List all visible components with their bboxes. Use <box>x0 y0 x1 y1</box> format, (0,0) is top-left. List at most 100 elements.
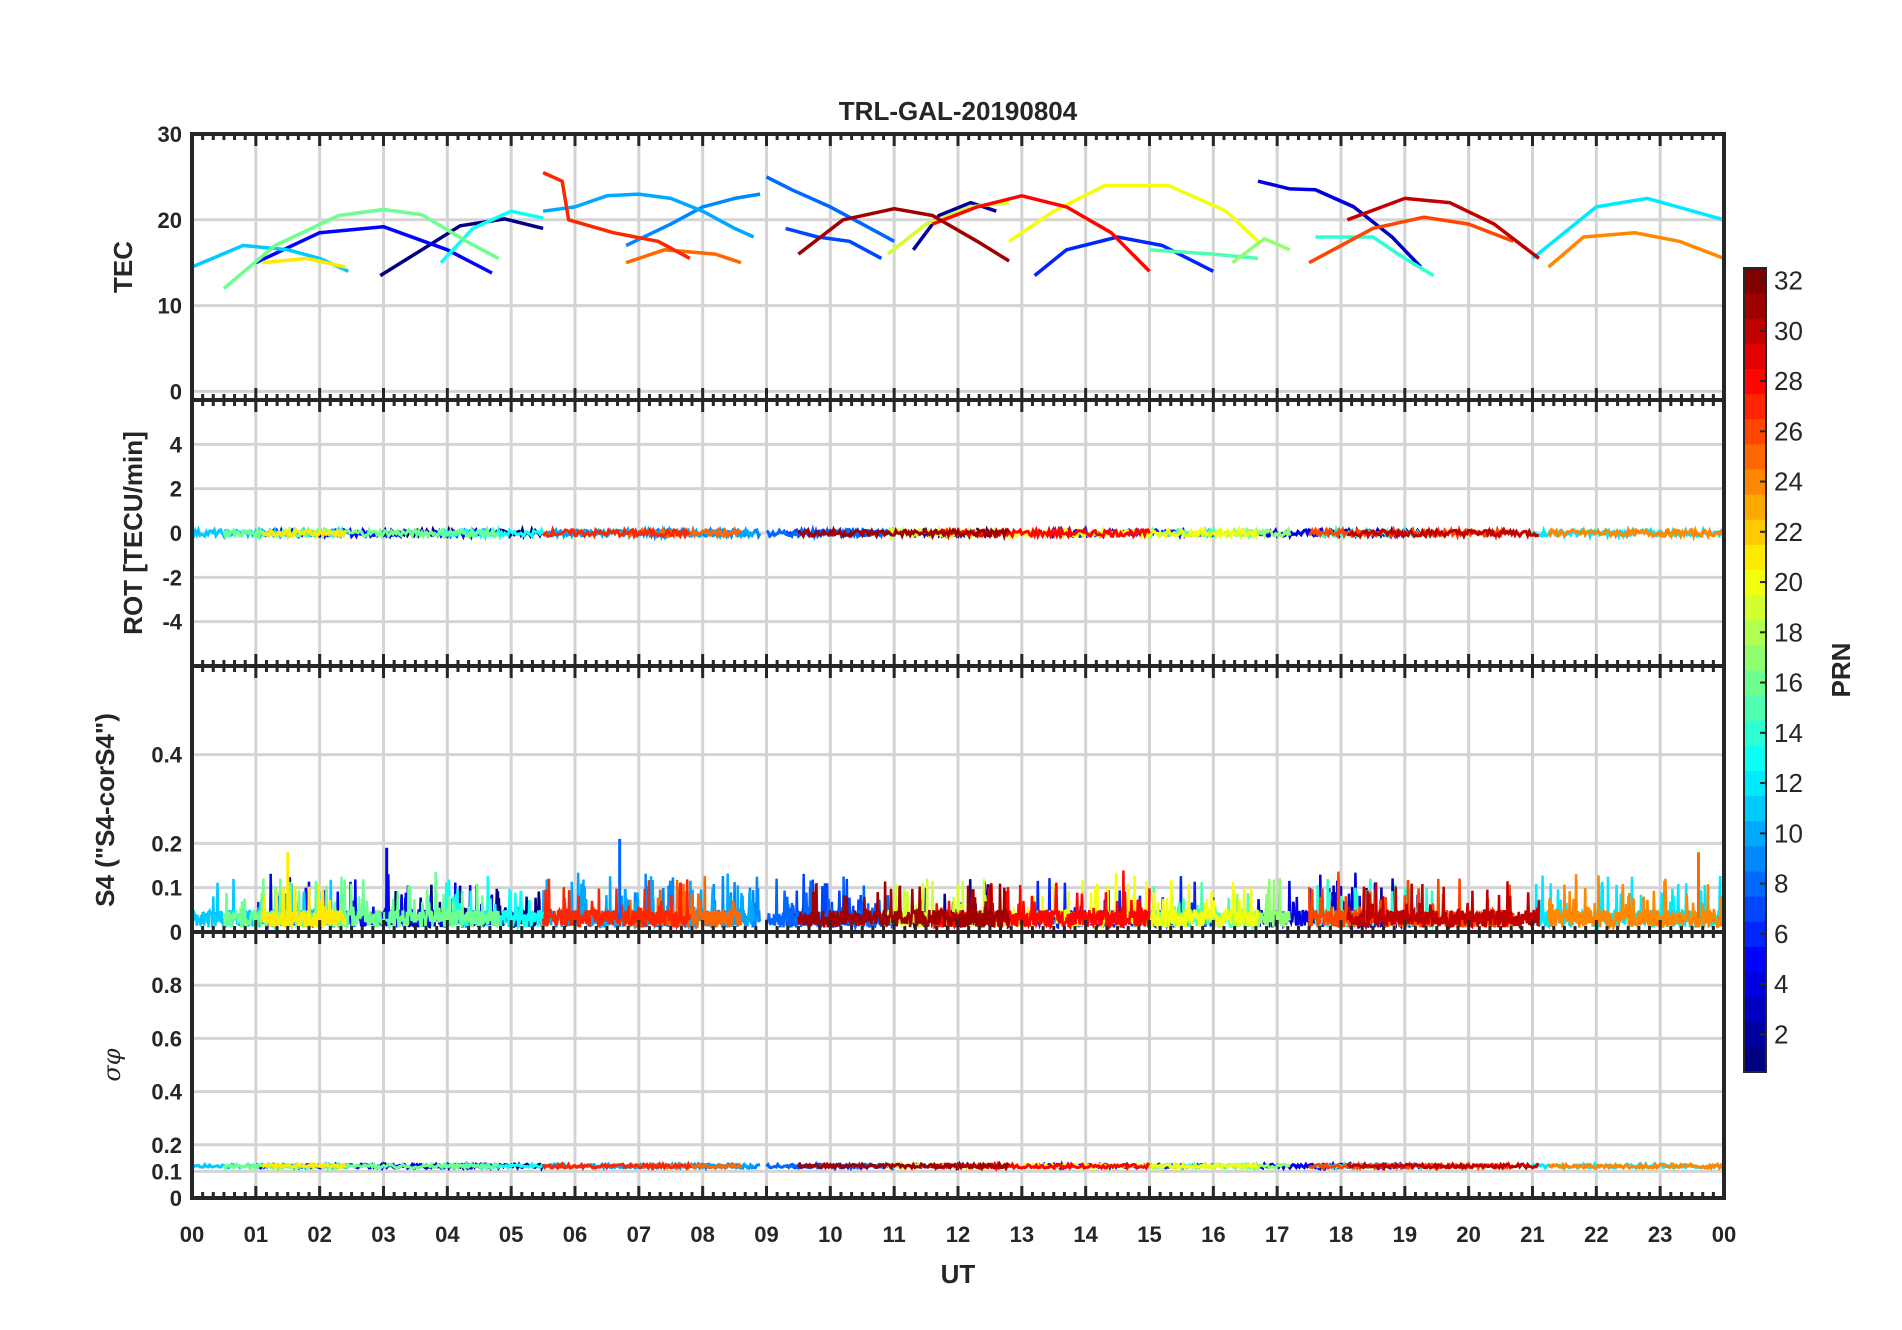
tec-series <box>192 171 1724 290</box>
y-tick-label: 2 <box>170 477 182 502</box>
colorbar-tick-label: 14 <box>1774 718 1803 748</box>
sigma-phi-line-prn-31 <box>797 1160 1010 1172</box>
colorbar-label: PRN <box>1826 643 1856 698</box>
y-tick-label: -4 <box>162 610 182 635</box>
colorbar-block <box>1744 720 1766 746</box>
y-tick-label: 30 <box>158 122 182 147</box>
x-tick-label: 14 <box>1073 1222 1098 1247</box>
sigma-phi-grid <box>190 932 1726 1200</box>
colorbar-tick-label: 28 <box>1774 366 1803 396</box>
colorbar-block <box>1744 820 1766 847</box>
colorbar-block <box>1744 871 1766 897</box>
colorbar-block <box>1744 418 1766 445</box>
colorbar-block <box>1744 293 1766 319</box>
colorbar-tick-label: 16 <box>1774 668 1803 698</box>
colorbar-block <box>1744 845 1766 872</box>
rot-panel: -4 -2 0 2 4 ROT [TECU/min] <box>118 398 1726 668</box>
tec-line-prn-30 <box>1346 196 1540 260</box>
colorbar-block <box>1744 569 1766 596</box>
y-tick-label: 0.2 <box>151 831 182 856</box>
tec-line-prn-27 <box>542 171 691 260</box>
x-tick-label: 09 <box>754 1222 778 1247</box>
tec-grid <box>190 132 1726 400</box>
panel-border <box>190 930 1726 1200</box>
colorbar-block <box>1744 644 1766 671</box>
x-axis-ticks: 00 01 02 03 04 05 06 07 08 09 10 11 12 13 14 15 16 17 18 19… <box>180 1222 1736 1247</box>
colorbar-block <box>1744 619 1766 646</box>
sigma-phi-line-prn-21 <box>261 1161 347 1172</box>
x-tick-label: 05 <box>499 1222 523 1247</box>
y-tick-label: 0.1 <box>151 1159 182 1184</box>
rot-ylabel: ROT [TECU/min] <box>118 431 148 635</box>
colorbar-block <box>1744 996 1766 1023</box>
colorbar-tick-label: 26 <box>1774 416 1803 446</box>
x-tick-label: 00 <box>1712 1222 1736 1247</box>
x-tick-label: 17 <box>1265 1222 1289 1247</box>
tec-line-prn-24 <box>1547 230 1724 269</box>
tec-line-prn-9 <box>625 192 761 248</box>
colorbar-block <box>1744 921 1766 947</box>
colorbar-block <box>1744 318 1766 344</box>
y-tick-label: 10 <box>158 294 182 319</box>
sigma-phi-ylabel: σφ <box>98 1048 126 1081</box>
colorbar-block <box>1744 770 1766 797</box>
tec-panel: 0 10 20 30 TEC <box>108 122 1726 404</box>
sigma-phi-line-prn-27 <box>541 1160 692 1171</box>
tec-line-prn-12 <box>1531 196 1724 260</box>
x-tick-label: 00 <box>180 1222 204 1247</box>
colorbar-block <box>1744 594 1766 621</box>
sigma-phi-line-prn-17 <box>1231 1161 1291 1171</box>
x-tick-label: 23 <box>1648 1222 1672 1247</box>
tec-line-prn-5 <box>255 224 493 275</box>
tec-line-prn-16 <box>222 207 500 290</box>
s4-line-prn-21 <box>261 883 347 929</box>
x-tick-label: 19 <box>1393 1222 1417 1247</box>
colorbar-tick-label: 30 <box>1774 316 1803 346</box>
tec-line-prn-4 <box>1257 179 1355 209</box>
y-tick-label: -2 <box>162 565 182 590</box>
colorbar-block <box>1744 946 1766 972</box>
s4-series <box>192 838 1724 932</box>
rot-line-prn-30 <box>1346 526 1539 540</box>
tec-line-prn-10 <box>542 192 755 239</box>
y-tick-label: 0 <box>170 920 182 945</box>
rot-line-prn-27 <box>541 524 691 541</box>
s4-line-prn-27 <box>541 878 692 931</box>
colorbar-block <box>1744 670 1766 696</box>
tec-ylabel: TEC <box>108 241 138 293</box>
colorbar-block <box>1744 544 1766 570</box>
rot-line-prn-28 <box>931 524 1151 541</box>
x-tick-label: 13 <box>1010 1222 1034 1247</box>
s4-line-prn-24 <box>1547 874 1724 932</box>
y-tick-label: 0.6 <box>151 1026 182 1051</box>
colorbar-tick-label: 24 <box>1774 467 1803 497</box>
x-tick-label: 18 <box>1329 1222 1353 1247</box>
tec-line-prn-31 <box>797 206 1011 263</box>
x-tick-label: 08 <box>690 1222 714 1247</box>
x-tick-label: 11 <box>883 1222 906 1247</box>
colorbar-tick-label: 6 <box>1774 919 1788 949</box>
colorbar-block <box>1744 393 1766 420</box>
tec-line-prn-26 <box>1308 215 1514 265</box>
chart-title: TRL-GAL-20190804 <box>839 96 1078 126</box>
tec-line-prn-21 <box>262 256 346 269</box>
sigma-phi-panel: 00.10.2 0.4 0.6 0.8 σφ <box>98 930 1726 1211</box>
colorbar-tick-label: 8 <box>1774 869 1788 899</box>
y-tick-label: 0 <box>170 379 182 404</box>
sigma-phi-ticks: 00.10.2 0.4 0.6 0.8 <box>151 930 1726 1211</box>
colorbar-block <box>1744 268 1766 294</box>
tec-ticks: 0 10 20 30 <box>158 122 1726 404</box>
rot-series <box>192 524 1724 543</box>
rot-line-prn-24 <box>1547 525 1724 542</box>
colorbar-block <box>1744 795 1766 822</box>
s4-line-prn-30 <box>1346 881 1541 932</box>
s4-ylabel: S4 ("S4-corS4") <box>90 713 120 907</box>
x-tick-label: 03 <box>371 1222 395 1247</box>
tec-line-prn-17 <box>1231 236 1291 265</box>
colorbar-block <box>1744 1046 1766 1073</box>
x-tick-label: 16 <box>1201 1222 1225 1247</box>
colorbar-tick-label: 12 <box>1774 768 1803 798</box>
colorbar-block <box>1744 519 1766 545</box>
